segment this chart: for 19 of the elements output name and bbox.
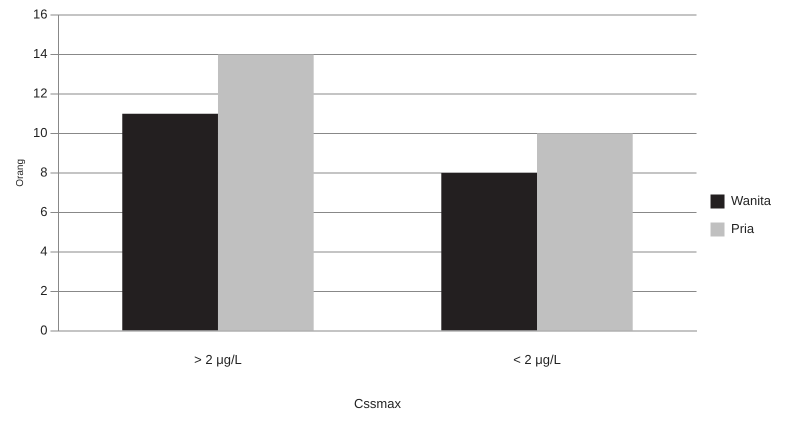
x-tick-label: < 2 μg/L [513, 352, 561, 368]
x-tick-label: > 2 μg/L [194, 352, 242, 368]
y-tick-label: 4 [40, 243, 48, 258]
y-tick-label: 6 [40, 204, 48, 219]
bar [441, 172, 538, 330]
bar [218, 54, 314, 330]
y-tick-label: 10 [32, 125, 48, 140]
legend-label: Pria [731, 221, 755, 236]
y-tick-label: 16 [32, 6, 48, 22]
bar [537, 133, 633, 330]
x-axis-title: Cssmax [354, 396, 402, 411]
y-tick-label: 2 [40, 282, 48, 298]
y-tick-label: 0 [40, 322, 48, 338]
y-axis-title: Orang [14, 159, 26, 187]
legend-label: Wanita [731, 193, 772, 208]
bar [122, 114, 218, 330]
y-tick-label: 14 [32, 46, 48, 62]
y-tick-label: 12 [32, 86, 48, 101]
y-tick-label: 8 [40, 164, 48, 180]
